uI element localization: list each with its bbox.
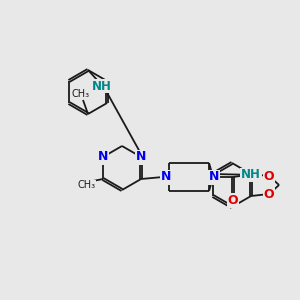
Text: N: N [209, 170, 219, 184]
Text: O: O [264, 169, 274, 182]
Text: CH₃: CH₃ [78, 180, 96, 190]
Text: O: O [264, 188, 274, 200]
Text: NH: NH [92, 80, 112, 92]
Text: CH₃: CH₃ [72, 89, 90, 99]
Text: N: N [98, 151, 108, 164]
Text: N: N [136, 151, 146, 164]
Text: N: N [161, 170, 171, 184]
Text: NH: NH [241, 169, 261, 182]
Text: O: O [228, 194, 238, 206]
